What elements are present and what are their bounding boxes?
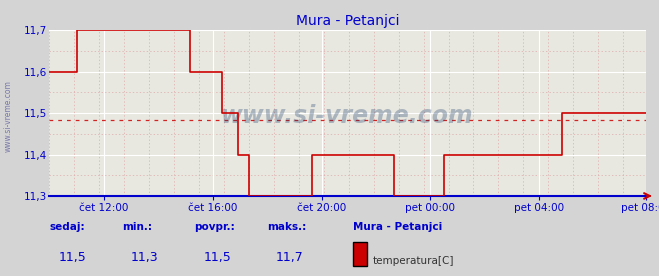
Text: www.si-vreme.com: www.si-vreme.com <box>221 105 474 128</box>
Text: sedaj:: sedaj: <box>49 222 85 232</box>
Title: Mura - Petanjci: Mura - Petanjci <box>296 14 399 28</box>
Text: 11,5: 11,5 <box>59 251 86 264</box>
Text: maks.:: maks.: <box>267 222 306 232</box>
Text: povpr.:: povpr.: <box>194 222 235 232</box>
Text: 11,7: 11,7 <box>276 251 304 264</box>
Text: www.si-vreme.com: www.si-vreme.com <box>3 80 13 152</box>
Text: temperatura[C]: temperatura[C] <box>372 256 454 266</box>
Text: min.:: min.: <box>122 222 152 232</box>
Text: 11,3: 11,3 <box>131 251 159 264</box>
Text: Mura - Petanjci: Mura - Petanjci <box>353 222 442 232</box>
Text: 11,5: 11,5 <box>204 251 231 264</box>
